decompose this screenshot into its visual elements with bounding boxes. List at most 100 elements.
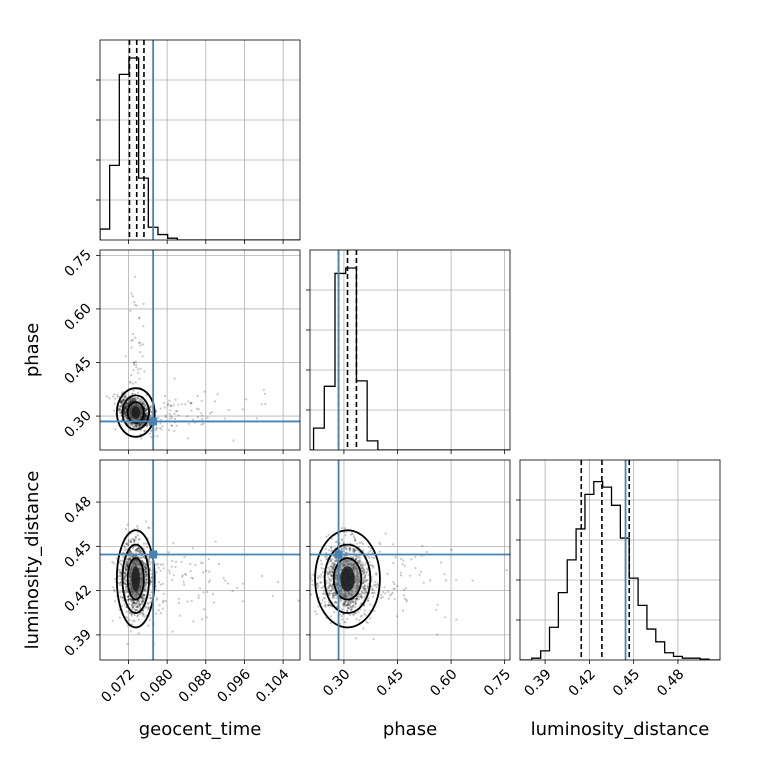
sample-point [147,607,150,610]
sample-point [402,559,405,562]
sample-point [123,603,126,606]
sample-point [352,604,355,607]
sample-point [142,612,145,615]
sample-point [231,590,234,593]
panel-geocent_time [96,39,301,244]
sample-point [322,589,325,592]
sample-point [117,408,120,412]
sample-point [325,579,328,582]
sample-point [189,401,192,405]
sample-point [144,413,147,416]
sample-point [135,548,138,551]
sample-point [203,390,206,393]
sample-point [137,600,140,603]
sample-point [329,579,333,582]
sample-point [336,605,339,609]
sample-point [393,587,397,590]
sample-point [333,591,336,594]
sample-point [322,585,325,588]
sample-point [144,414,147,418]
panel-frame [99,39,301,241]
sample-point [125,408,128,411]
sample-point [327,604,330,607]
sample-point [131,601,135,605]
sample-point [143,416,146,419]
sample-point [125,392,128,396]
sample-point [121,400,124,403]
sample-point [357,562,361,565]
sample-point [158,604,161,607]
sample-point [341,539,344,542]
sample-point [137,549,140,552]
sample-point [368,617,372,620]
sample-point [141,600,144,603]
sample-point [364,580,367,584]
sample-point [363,595,366,599]
sample-point [345,600,348,603]
sample-point [344,546,347,549]
sample-point [122,399,125,402]
sample-point [118,572,121,575]
y-axis-label-luminosity_distance: luminosity_distance [22,471,43,650]
sample-point [196,415,200,419]
sample-point [363,563,366,567]
sample-point [140,423,143,426]
sample-point [396,584,399,588]
sample-point [118,574,121,578]
sample-point [320,566,323,570]
sample-point [355,637,358,640]
sample-point [127,557,130,561]
sample-point [125,406,128,409]
sample-point [124,572,127,575]
sample-point [368,556,371,559]
sample-point [141,599,144,602]
sample-point [200,412,203,415]
sample-point [359,563,362,566]
sample-point [210,411,214,414]
sample-point [142,542,146,545]
sample-point [370,564,373,567]
sample-point [363,569,366,572]
sample-point [129,630,132,633]
sample-point [167,551,170,554]
sample-point [375,572,378,575]
sample-point [134,424,137,428]
sample-point [145,582,148,586]
sample-point [125,573,128,576]
sample-point [232,439,235,442]
sample-point [123,398,126,401]
sample-point [145,581,149,584]
sample-point [124,566,127,570]
sample-point [329,560,332,563]
sample-point [145,590,148,593]
sample-point [370,585,373,588]
sample-point [132,601,135,604]
sample-point [325,570,328,574]
sample-point [373,591,376,595]
sample-point [343,620,346,623]
sample-point [505,569,508,572]
sample-point [354,606,357,609]
sample-point [136,548,139,551]
sample-point [143,403,146,406]
sample-point [205,616,208,619]
sample-point [332,594,335,598]
sample-point [118,570,121,573]
sample-point [455,618,458,621]
sample-point [114,578,117,581]
x-axis-label-geocent_time: geocent_time [139,719,262,740]
sample-point [145,568,148,572]
sample-point [342,603,345,606]
sample-point [311,583,314,586]
sample-point [146,575,149,579]
sample-point [128,399,131,402]
x-tick-label-geocent_time: 0.072 [98,666,138,706]
sample-point [138,377,141,380]
sample-point [172,542,175,545]
sample-point [378,550,381,553]
sample-point [200,400,203,403]
sample-point [333,563,336,566]
sample-point [119,578,122,581]
sample-point [323,597,326,600]
